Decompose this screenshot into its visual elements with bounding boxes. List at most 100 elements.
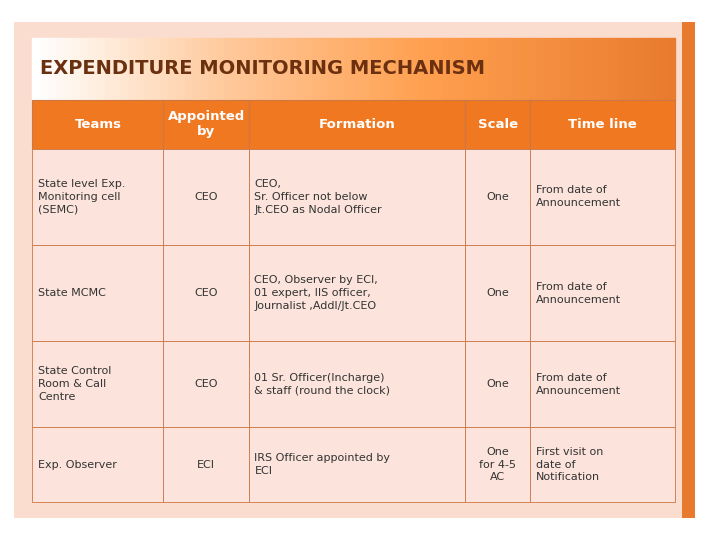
Bar (514, 38, 522, 100)
Bar (450, 38, 458, 100)
Bar (570, 38, 578, 100)
Bar (153, 38, 161, 100)
Bar (458, 38, 466, 100)
Bar (531, 245, 675, 341)
Bar (626, 38, 634, 100)
Text: Teams: Teams (74, 118, 122, 131)
Bar (346, 38, 354, 100)
Bar (418, 38, 426, 100)
Text: One: One (486, 192, 509, 202)
Bar (642, 38, 651, 100)
Bar (530, 38, 538, 100)
Bar (201, 38, 209, 100)
Bar (40, 38, 48, 100)
Bar (32, 341, 163, 427)
Bar (104, 38, 112, 100)
Bar (305, 38, 313, 100)
Bar (651, 38, 659, 100)
Bar (321, 38, 330, 100)
Bar (248, 100, 465, 149)
Bar (32, 245, 163, 341)
Text: One
for 4-5
AC: One for 4-5 AC (480, 447, 516, 482)
Bar (248, 148, 465, 245)
Bar (163, 148, 248, 245)
Bar (161, 38, 169, 100)
Bar (554, 38, 562, 100)
Bar (193, 38, 201, 100)
Bar (466, 38, 474, 100)
Bar (209, 38, 217, 100)
Bar (330, 38, 338, 100)
Bar (465, 148, 531, 245)
Bar (531, 100, 675, 149)
Bar (297, 38, 305, 100)
Text: ECI: ECI (197, 460, 215, 470)
Bar (177, 38, 185, 100)
Bar (442, 38, 450, 100)
Bar (498, 38, 506, 100)
Bar (145, 38, 153, 100)
Text: From date of
Announcement: From date of Announcement (536, 185, 621, 208)
Bar (32, 38, 40, 100)
Bar (163, 341, 248, 427)
Bar (81, 38, 89, 100)
Bar (482, 38, 490, 100)
Bar (32, 100, 163, 149)
Bar (248, 341, 465, 427)
Bar (465, 245, 531, 341)
Bar (562, 38, 570, 100)
Bar (603, 38, 611, 100)
Bar (112, 38, 121, 100)
Text: CEO,
Sr. Officer not below
Jt.CEO as Nodal Officer: CEO, Sr. Officer not below Jt.CEO as Nod… (254, 179, 382, 214)
Bar (241, 38, 249, 100)
Bar (163, 100, 248, 149)
Bar (89, 38, 96, 100)
Bar (578, 38, 586, 100)
Bar (65, 38, 73, 100)
Bar (386, 38, 394, 100)
Text: 01 Sr. Officer(Incharge)
& staff (round the clock): 01 Sr. Officer(Incharge) & staff (round … (254, 373, 390, 396)
Bar (338, 38, 346, 100)
Bar (249, 38, 257, 100)
Text: State Control
Room & Call
Centre: State Control Room & Call Centre (38, 367, 112, 402)
Bar (546, 38, 554, 100)
Bar (490, 38, 498, 100)
Bar (465, 427, 531, 502)
Text: From date of
Announcement: From date of Announcement (536, 282, 621, 305)
Bar (248, 427, 465, 502)
Bar (48, 38, 56, 100)
Bar (586, 38, 595, 100)
Bar (289, 38, 297, 100)
Bar (225, 38, 233, 100)
Text: CEO, Observer by ECI,
01 expert, IIS officer,
Journalist ,Addl/Jt.CEO: CEO, Observer by ECI, 01 expert, IIS off… (254, 275, 378, 311)
Text: From date of
Announcement: From date of Announcement (536, 373, 621, 396)
Bar (465, 100, 531, 149)
Bar (121, 38, 129, 100)
Bar (361, 38, 369, 100)
Bar (217, 38, 225, 100)
Bar (137, 38, 145, 100)
Text: State level Exp.
Monitoring cell
(SEMC): State level Exp. Monitoring cell (SEMC) (38, 179, 126, 214)
Text: Time line: Time line (568, 118, 637, 131)
Bar (594, 38, 603, 100)
Bar (169, 38, 177, 100)
Bar (163, 245, 248, 341)
Bar (248, 245, 465, 341)
Bar (233, 38, 241, 100)
Bar (682, 22, 695, 518)
Text: One: One (486, 288, 509, 298)
Text: First visit on
date of
Notification: First visit on date of Notification (536, 447, 603, 482)
Text: CEO: CEO (194, 192, 218, 202)
Bar (531, 341, 675, 427)
Text: EXPENDITURE MONITORING MECHANISM: EXPENDITURE MONITORING MECHANISM (40, 59, 485, 78)
Bar (474, 38, 482, 100)
Bar (433, 38, 442, 100)
Bar (129, 38, 137, 100)
Bar (185, 38, 193, 100)
Bar (369, 38, 377, 100)
Bar (96, 38, 104, 100)
Bar (667, 38, 675, 100)
Bar (73, 38, 81, 100)
Text: Appointed
by: Appointed by (168, 110, 245, 138)
Bar (465, 341, 531, 427)
